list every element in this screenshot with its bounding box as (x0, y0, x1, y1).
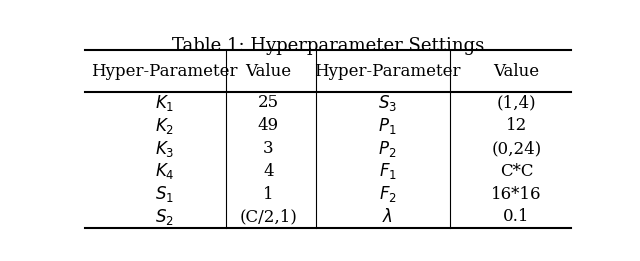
Text: (C/2,1): (C/2,1) (239, 208, 298, 226)
Text: $\lambda$: $\lambda$ (382, 208, 393, 226)
Text: $K_4$: $K_4$ (154, 161, 174, 181)
Text: 4: 4 (263, 163, 274, 180)
Text: 25: 25 (258, 94, 279, 111)
Text: 16*16: 16*16 (492, 186, 541, 203)
Text: 1: 1 (263, 186, 274, 203)
Text: Table 1: Hyperparameter Settings: Table 1: Hyperparameter Settings (172, 37, 484, 55)
Text: 3: 3 (263, 140, 274, 157)
Text: 0.1: 0.1 (503, 208, 530, 226)
Text: $S_1$: $S_1$ (155, 184, 174, 204)
Text: $F_2$: $F_2$ (379, 184, 396, 204)
Text: $K_2$: $K_2$ (155, 116, 174, 136)
Text: $K_1$: $K_1$ (155, 93, 174, 113)
Text: $P_1$: $P_1$ (378, 116, 397, 136)
Text: C*C: C*C (500, 163, 533, 180)
Text: Hyper-Parameter: Hyper-Parameter (314, 63, 461, 80)
Text: 49: 49 (258, 117, 279, 134)
Text: $S_2$: $S_2$ (155, 207, 173, 227)
Text: Hyper-Parameter: Hyper-Parameter (91, 63, 237, 80)
Text: $K_3$: $K_3$ (155, 139, 174, 158)
Text: Value: Value (245, 63, 292, 80)
Text: $P_2$: $P_2$ (378, 139, 397, 158)
Text: Value: Value (493, 63, 540, 80)
Text: 12: 12 (506, 117, 527, 134)
Text: (1,4): (1,4) (497, 94, 536, 111)
Text: (0,24): (0,24) (492, 140, 541, 157)
Text: $F_1$: $F_1$ (378, 161, 397, 181)
Text: $S_3$: $S_3$ (378, 93, 397, 113)
